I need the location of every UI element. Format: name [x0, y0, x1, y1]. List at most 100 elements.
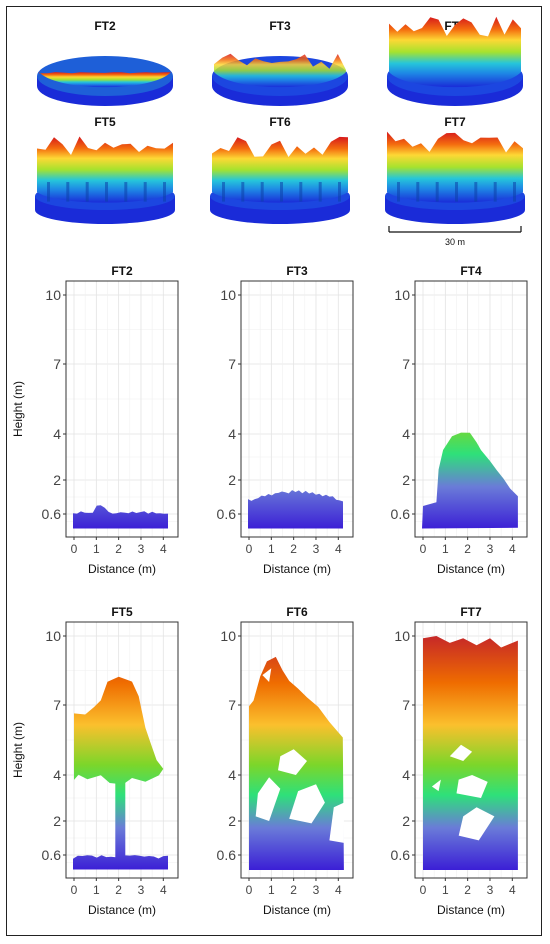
- x-tick-label: 3: [313, 542, 320, 556]
- y-axis-label: Height (m): [11, 722, 25, 778]
- point-cloud-ft5: FT5: [35, 115, 175, 224]
- x-tick-label: 3: [138, 542, 145, 556]
- trunk-shadow: [163, 182, 166, 202]
- trunk-shadow: [493, 182, 497, 202]
- point-cloud-title: FT5: [94, 115, 116, 129]
- scale-bar-label: 30 m: [445, 237, 465, 247]
- plot-border: [240, 280, 354, 538]
- x-tick-label: 3: [487, 883, 494, 897]
- y-tick-label: 2: [228, 472, 236, 488]
- y-tick-label: 0.6: [391, 847, 411, 863]
- canopy-gap: [278, 749, 307, 775]
- y-tick-label: 0.6: [217, 847, 237, 863]
- trunk-shadow: [455, 182, 458, 202]
- canopy-gap: [329, 802, 344, 843]
- canopy-surface: [387, 131, 523, 203]
- trunk-shadow: [143, 182, 147, 202]
- y-tick-label: 0.6: [42, 847, 62, 863]
- y-tick-label: 0.6: [217, 506, 237, 522]
- x-tick-label: 1: [93, 883, 100, 897]
- trunk-shadow: [105, 182, 108, 202]
- point-cloud-ft3: FT3: [212, 19, 348, 106]
- canopy-gap: [458, 807, 495, 841]
- x-axis-label: Distance (m): [437, 903, 505, 917]
- y-tick-label: 10: [45, 287, 61, 303]
- x-tick-label: 1: [93, 542, 100, 556]
- panel-title: FT3: [286, 264, 308, 278]
- x-tick-label: 4: [160, 883, 167, 897]
- y-tick-label: 2: [228, 813, 236, 829]
- tree-trunk: [115, 781, 126, 860]
- x-tick-label: 4: [160, 542, 167, 556]
- y-tick-label: 4: [53, 426, 61, 442]
- y-tick-label: 10: [220, 628, 236, 644]
- y-tick-label: 4: [228, 426, 236, 442]
- profile-silhouette: [248, 490, 343, 529]
- plot-area: [65, 280, 179, 538]
- x-axis-label: Distance (m): [88, 903, 156, 917]
- x-tick-label: 3: [487, 542, 494, 556]
- profile-panel-ft7: FT7 0.6 2 4 7 10 0 1 2 3 4 Distance (m): [391, 605, 528, 917]
- point-cloud-ft4: FT4: [387, 16, 523, 106]
- y-tick-label: 4: [228, 767, 236, 783]
- y-tick-label: 10: [45, 628, 61, 644]
- plot-border: [414, 621, 528, 879]
- x-tick-label: 0: [71, 883, 78, 897]
- y-tick-label: 7: [402, 356, 410, 372]
- point-cloud-title: FT3: [269, 19, 291, 33]
- trunk-shadow: [241, 182, 245, 202]
- plot-border: [65, 621, 179, 879]
- x-axis-label: Distance (m): [263, 562, 331, 576]
- x-tick-label: 1: [442, 883, 449, 897]
- trunk-shadow: [66, 182, 70, 202]
- y-tick-label: 2: [402, 472, 410, 488]
- y-tick-label: 7: [228, 697, 236, 713]
- canopy-surface: [39, 72, 171, 88]
- trunk-shadow: [416, 182, 420, 202]
- x-tick-label: 0: [420, 542, 427, 556]
- x-tick-label: 4: [335, 542, 342, 556]
- y-tick-label: 10: [394, 628, 410, 644]
- x-tick-label: 1: [442, 542, 449, 556]
- canopy-surface: [212, 136, 348, 203]
- x-tick-label: 2: [464, 542, 471, 556]
- canopy-gap: [262, 668, 272, 682]
- trunk-shadow: [474, 182, 478, 202]
- y-tick-label: 4: [53, 767, 61, 783]
- canopy-gap: [431, 779, 441, 792]
- profile-panel-ft3: FT3 0.6 2 4 7 10 0 1 2 3 4 Distance (m): [217, 264, 354, 576]
- plot-border: [414, 280, 528, 538]
- profile-panel-ft6: FT6 0.6 2 4 7 10 0 1 2 3 4 Distance (m): [217, 605, 354, 917]
- trunk-shadow: [318, 182, 322, 202]
- x-axis-label: Distance (m): [437, 562, 505, 576]
- x-tick-label: 0: [420, 883, 427, 897]
- canopy-gap: [255, 777, 281, 821]
- x-tick-label: 1: [268, 883, 275, 897]
- x-tick-label: 2: [115, 883, 122, 897]
- y-tick-label: 2: [53, 472, 61, 488]
- y-tick-label: 7: [53, 356, 61, 372]
- plot-border: [240, 621, 354, 879]
- point-cloud-title: FT2: [94, 19, 116, 33]
- x-tick-label: 3: [138, 883, 145, 897]
- figure-frame: [6, 6, 542, 936]
- y-tick-label: 4: [402, 426, 410, 442]
- y-tick-label: 0.6: [42, 506, 62, 522]
- point-cloud-ft6: FT6: [210, 115, 350, 224]
- x-tick-label: 2: [115, 542, 122, 556]
- x-tick-label: 4: [509, 542, 516, 556]
- trunk-shadow: [222, 182, 225, 202]
- plot-border: [65, 280, 179, 538]
- y-tick-label: 7: [228, 356, 236, 372]
- x-tick-label: 1: [268, 542, 275, 556]
- trunk-shadow: [124, 182, 128, 202]
- y-tick-label: 7: [53, 697, 61, 713]
- x-tick-label: 4: [335, 883, 342, 897]
- trunk-shadow: [260, 182, 264, 202]
- x-tick-label: 0: [246, 542, 253, 556]
- y-axis-label: Height (m): [11, 381, 25, 437]
- point-cloud-ft7: FT7: [385, 115, 525, 224]
- profile-panel-ft5: FT5 0.6 2 4 7 10 0 1 2 3 4 Distance (m) Height (m): [11, 605, 179, 917]
- trunk-shadow: [513, 182, 516, 202]
